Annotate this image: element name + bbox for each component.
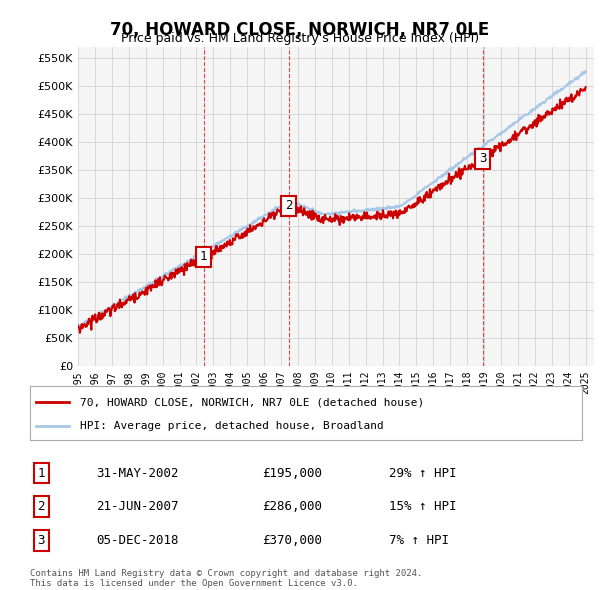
Text: 7% ↑ HPI: 7% ↑ HPI [389,534,449,547]
Text: 05-DEC-2018: 05-DEC-2018 [96,534,179,547]
Text: 21-JUN-2007: 21-JUN-2007 [96,500,179,513]
Text: 70, HOWARD CLOSE, NORWICH, NR7 0LE (detached house): 70, HOWARD CLOSE, NORWICH, NR7 0LE (deta… [80,398,424,407]
Text: £370,000: £370,000 [262,534,322,547]
Text: £286,000: £286,000 [262,500,322,513]
Text: HPI: Average price, detached house, Broadland: HPI: Average price, detached house, Broa… [80,421,383,431]
Text: Contains HM Land Registry data © Crown copyright and database right 2024.: Contains HM Land Registry data © Crown c… [30,569,422,578]
Text: Price paid vs. HM Land Registry's House Price Index (HPI): Price paid vs. HM Land Registry's House … [121,32,479,45]
Text: 2: 2 [37,500,45,513]
Text: 1: 1 [37,467,45,480]
Text: 29% ↑ HPI: 29% ↑ HPI [389,467,457,480]
Text: This data is licensed under the Open Government Licence v3.0.: This data is licensed under the Open Gov… [30,579,358,588]
Text: 2: 2 [285,199,293,212]
Text: 31-MAY-2002: 31-MAY-2002 [96,467,179,480]
Text: £195,000: £195,000 [262,467,322,480]
Text: 3: 3 [479,152,487,165]
Text: 70, HOWARD CLOSE, NORWICH, NR7 0LE: 70, HOWARD CLOSE, NORWICH, NR7 0LE [110,21,490,39]
Text: 15% ↑ HPI: 15% ↑ HPI [389,500,457,513]
Text: 3: 3 [37,534,45,547]
Text: 1: 1 [200,250,207,263]
